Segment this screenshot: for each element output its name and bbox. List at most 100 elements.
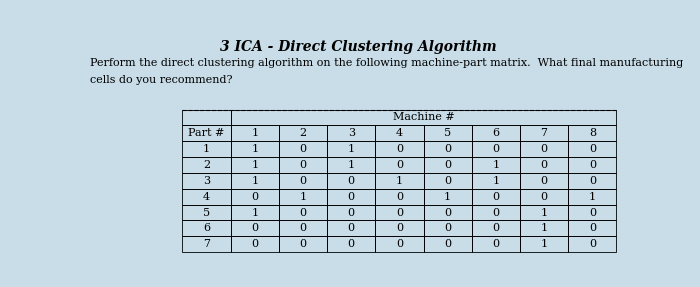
- Text: 0: 0: [396, 144, 403, 154]
- Text: 1: 1: [492, 176, 499, 186]
- Text: 0: 0: [444, 176, 452, 186]
- Text: 0: 0: [300, 208, 307, 218]
- Bar: [327, 220, 375, 236]
- Bar: [375, 157, 424, 173]
- Bar: [520, 173, 568, 189]
- Text: 3 ICA - Direct Clustering Algorithm: 3 ICA - Direct Clustering Algorithm: [220, 40, 497, 54]
- Bar: [279, 189, 327, 205]
- Bar: [568, 205, 617, 220]
- Text: 0: 0: [251, 239, 258, 249]
- Bar: [375, 236, 424, 252]
- Text: Perform the direct clustering algorithm on the following machine-part matrix.  W: Perform the direct clustering algorithm …: [90, 58, 683, 68]
- Text: 0: 0: [444, 144, 452, 154]
- Text: 1: 1: [492, 160, 499, 170]
- Text: 1: 1: [251, 144, 258, 154]
- Text: 0: 0: [540, 176, 547, 186]
- Text: 5: 5: [203, 208, 210, 218]
- Bar: [183, 173, 231, 189]
- Bar: [231, 125, 279, 141]
- Text: 1: 1: [540, 239, 547, 249]
- Bar: [520, 205, 568, 220]
- Text: 1: 1: [300, 192, 307, 202]
- Text: 0: 0: [540, 192, 547, 202]
- Text: 0: 0: [348, 223, 355, 233]
- Bar: [279, 157, 327, 173]
- Bar: [472, 220, 520, 236]
- Bar: [231, 141, 279, 157]
- Text: 3: 3: [203, 176, 210, 186]
- Text: Part #: Part #: [188, 128, 225, 138]
- Bar: [424, 189, 472, 205]
- Text: 6: 6: [203, 223, 210, 233]
- Text: 0: 0: [300, 239, 307, 249]
- Bar: [375, 173, 424, 189]
- Bar: [231, 236, 279, 252]
- Text: 3: 3: [348, 128, 355, 138]
- Bar: [327, 125, 375, 141]
- Bar: [568, 220, 617, 236]
- Text: 0: 0: [444, 208, 452, 218]
- Text: 8: 8: [589, 128, 596, 138]
- Text: 6: 6: [492, 128, 499, 138]
- Bar: [183, 110, 231, 125]
- Bar: [568, 189, 617, 205]
- Bar: [279, 236, 327, 252]
- Bar: [327, 205, 375, 220]
- Text: 0: 0: [396, 239, 403, 249]
- Bar: [375, 189, 424, 205]
- Bar: [520, 125, 568, 141]
- Text: 0: 0: [396, 160, 403, 170]
- Bar: [520, 220, 568, 236]
- Bar: [568, 173, 617, 189]
- Text: 1: 1: [540, 223, 547, 233]
- Bar: [327, 236, 375, 252]
- Text: 0: 0: [300, 144, 307, 154]
- Bar: [424, 236, 472, 252]
- Text: 7: 7: [203, 239, 210, 249]
- Bar: [472, 125, 520, 141]
- Bar: [327, 157, 375, 173]
- Bar: [327, 173, 375, 189]
- Text: 4: 4: [203, 192, 210, 202]
- Text: 0: 0: [348, 208, 355, 218]
- Text: 7: 7: [540, 128, 547, 138]
- Text: 0: 0: [540, 160, 547, 170]
- Text: 1: 1: [251, 176, 258, 186]
- Text: 0: 0: [589, 239, 596, 249]
- Bar: [183, 220, 231, 236]
- Bar: [327, 189, 375, 205]
- Bar: [375, 220, 424, 236]
- Text: 0: 0: [492, 239, 499, 249]
- Bar: [279, 141, 327, 157]
- Bar: [568, 141, 617, 157]
- Text: 0: 0: [589, 160, 596, 170]
- Bar: [568, 236, 617, 252]
- Text: 1: 1: [540, 208, 547, 218]
- Text: 0: 0: [396, 192, 403, 202]
- Text: Machine #: Machine #: [393, 113, 454, 123]
- Bar: [231, 173, 279, 189]
- Text: 5: 5: [444, 128, 452, 138]
- Text: 1: 1: [251, 128, 258, 138]
- Bar: [568, 125, 617, 141]
- Bar: [520, 157, 568, 173]
- Bar: [424, 141, 472, 157]
- Text: 1: 1: [203, 144, 210, 154]
- Bar: [472, 157, 520, 173]
- Bar: [424, 157, 472, 173]
- Text: 0: 0: [348, 176, 355, 186]
- Text: 0: 0: [492, 192, 499, 202]
- Text: 0: 0: [348, 192, 355, 202]
- Bar: [375, 125, 424, 141]
- Text: 0: 0: [251, 223, 258, 233]
- Bar: [472, 173, 520, 189]
- Bar: [424, 220, 472, 236]
- Text: 0: 0: [492, 223, 499, 233]
- Text: 0: 0: [589, 223, 596, 233]
- Text: 1: 1: [444, 192, 452, 202]
- Bar: [231, 110, 617, 125]
- Text: 1: 1: [251, 160, 258, 170]
- Text: 0: 0: [300, 176, 307, 186]
- Text: 4: 4: [396, 128, 403, 138]
- Bar: [183, 236, 231, 252]
